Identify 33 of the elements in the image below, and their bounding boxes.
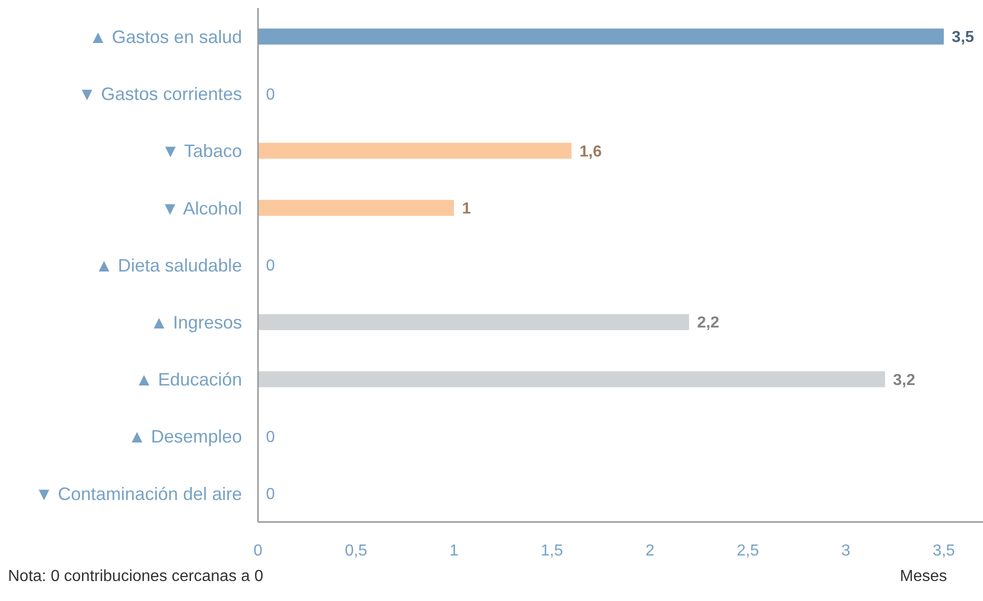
y-tick-label: ▼ Gastos corrientes bbox=[78, 84, 242, 104]
text: Nota: 0 contribuciones cercanas a 0 bbox=[8, 568, 264, 586]
x-tick-label: 1,5 bbox=[540, 542, 564, 560]
x-tick-label: 0,5 bbox=[344, 542, 368, 560]
y-tick-label: ▲ Ingresos bbox=[150, 312, 242, 332]
y-tick-label: ▲ Educación bbox=[135, 370, 242, 390]
x-axis-title: Meses bbox=[900, 568, 947, 586]
data-label: 0 bbox=[266, 428, 275, 446]
data-label: 0 bbox=[266, 486, 275, 504]
y-tick-label: ▲ Dieta saludable bbox=[95, 255, 242, 276]
data-label: 2,2 bbox=[697, 314, 720, 332]
x-tick-label: 1 bbox=[449, 542, 458, 560]
bar bbox=[258, 200, 454, 216]
x-tick-label: 2 bbox=[645, 542, 654, 560]
y-tick-label: ▲ Gastos en salud bbox=[89, 26, 242, 47]
y-tick-label: ▼ Tabaco bbox=[161, 141, 242, 162]
data-label: 3,2 bbox=[893, 372, 916, 389]
data-label: 3,5 bbox=[952, 29, 974, 46]
x-tick-label: 3 bbox=[841, 542, 850, 560]
bar bbox=[258, 314, 690, 330]
y-tick-label: ▼ Contaminación del aire bbox=[35, 484, 242, 504]
data-label: 0 bbox=[266, 86, 275, 104]
bar bbox=[258, 371, 886, 388]
x-tick-label: 0 bbox=[254, 542, 263, 560]
bar bbox=[258, 142, 572, 159]
data-label: 1,6 bbox=[580, 143, 602, 160]
bar bbox=[258, 28, 944, 45]
x-tick-label: 3,5 bbox=[932, 542, 956, 560]
y-tick-label: ▲ Desempleo bbox=[128, 426, 242, 447]
x-tick-label: 2,5 bbox=[736, 542, 760, 560]
data-label: 0 bbox=[266, 258, 275, 275]
y-tick-label: ▼ Alcohol bbox=[161, 198, 242, 218]
data-label: 1 bbox=[462, 200, 471, 218]
